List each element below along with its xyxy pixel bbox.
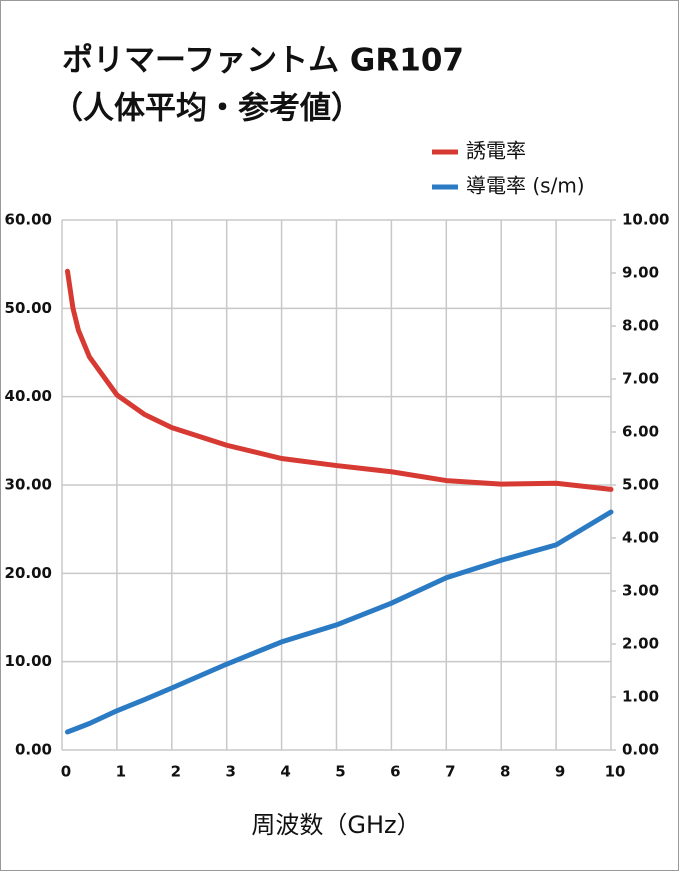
- y2-tick-label: 2.00: [622, 635, 659, 653]
- y2-tick-label: 4.00: [622, 529, 659, 547]
- y-tick-label: 0.00: [15, 741, 52, 759]
- y2-tick-label: 10.00: [622, 211, 669, 229]
- x-tick-label: 8: [500, 763, 510, 781]
- series-line: [64, 509, 614, 735]
- x-tick-label: 5: [335, 763, 345, 781]
- y2-tick-label: 9.00: [622, 264, 659, 282]
- x-tick-label: 9: [555, 763, 565, 781]
- legend-label: 誘電率: [466, 139, 526, 163]
- x-tick-label: 7: [445, 763, 455, 781]
- x-tick-label: 2: [171, 763, 181, 781]
- y-tick-label: 40.00: [5, 387, 52, 405]
- y2-tick-label: 8.00: [622, 317, 659, 335]
- y-tick-label: 50.00: [5, 299, 52, 317]
- y2-tick-label: 5.00: [622, 476, 659, 494]
- x-tick-label: 10: [605, 763, 626, 781]
- y2-tick-label: 3.00: [622, 582, 659, 600]
- x-tick-label: 4: [280, 763, 290, 781]
- x-axis-title: 周波数（GHz）: [251, 811, 420, 839]
- chart-title: ポリマーファントム GR107: [62, 43, 464, 79]
- y-tick-label: 60.00: [5, 211, 52, 229]
- y2-tick-label: 1.00: [622, 688, 659, 706]
- x-tick-label: 0: [61, 763, 71, 781]
- y2-tick-label: 7.00: [622, 370, 659, 388]
- x-tick-label: 3: [225, 763, 235, 781]
- series-line: [64, 268, 614, 492]
- x-tick-label: 6: [390, 763, 400, 781]
- y2-tick-label: 6.00: [622, 423, 659, 441]
- y-tick-label: 20.00: [5, 564, 52, 582]
- chart-title: （人体平均・参考値）: [52, 91, 362, 127]
- y-tick-label: 10.00: [5, 652, 52, 670]
- y2-tick-label: 0.00: [622, 741, 659, 759]
- legend-label: 導電率 (s/m): [466, 174, 585, 198]
- y-tick-label: 30.00: [5, 476, 52, 494]
- x-tick-label: 1: [116, 763, 126, 781]
